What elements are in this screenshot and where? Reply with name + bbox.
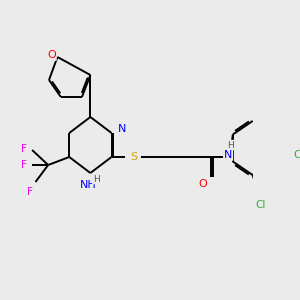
Text: O: O [47, 50, 56, 60]
Text: O: O [198, 179, 207, 189]
Text: N: N [224, 150, 232, 160]
Text: Cl: Cl [293, 151, 300, 160]
Text: F: F [21, 144, 27, 154]
Text: N: N [118, 124, 126, 134]
Text: H: H [93, 175, 100, 184]
Text: NH: NH [80, 180, 96, 190]
Text: S: S [130, 152, 137, 162]
Text: F: F [28, 187, 33, 197]
Text: H: H [227, 140, 234, 149]
Text: F: F [21, 160, 27, 170]
Text: Cl: Cl [256, 200, 266, 210]
